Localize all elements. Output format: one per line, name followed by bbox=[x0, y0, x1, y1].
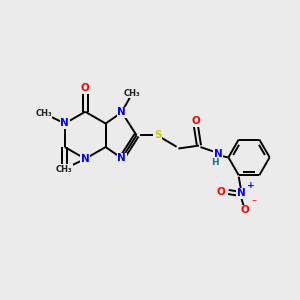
Text: N: N bbox=[117, 107, 126, 117]
Text: O: O bbox=[192, 116, 200, 126]
Text: N: N bbox=[214, 149, 223, 159]
Text: ⁻: ⁻ bbox=[252, 198, 257, 208]
Text: +: + bbox=[247, 181, 255, 190]
Text: O: O bbox=[81, 83, 90, 93]
Text: N: N bbox=[81, 154, 90, 164]
Text: N: N bbox=[237, 188, 245, 199]
Text: CH₃: CH₃ bbox=[124, 89, 140, 98]
Text: CH₃: CH₃ bbox=[56, 165, 72, 174]
Text: N: N bbox=[117, 153, 126, 163]
Text: O: O bbox=[60, 166, 69, 176]
Text: H: H bbox=[211, 158, 218, 167]
Text: O: O bbox=[241, 205, 249, 215]
Text: N: N bbox=[60, 118, 69, 128]
Text: O: O bbox=[216, 187, 225, 197]
Text: CH₃: CH₃ bbox=[35, 109, 52, 118]
Text: S: S bbox=[154, 130, 161, 140]
